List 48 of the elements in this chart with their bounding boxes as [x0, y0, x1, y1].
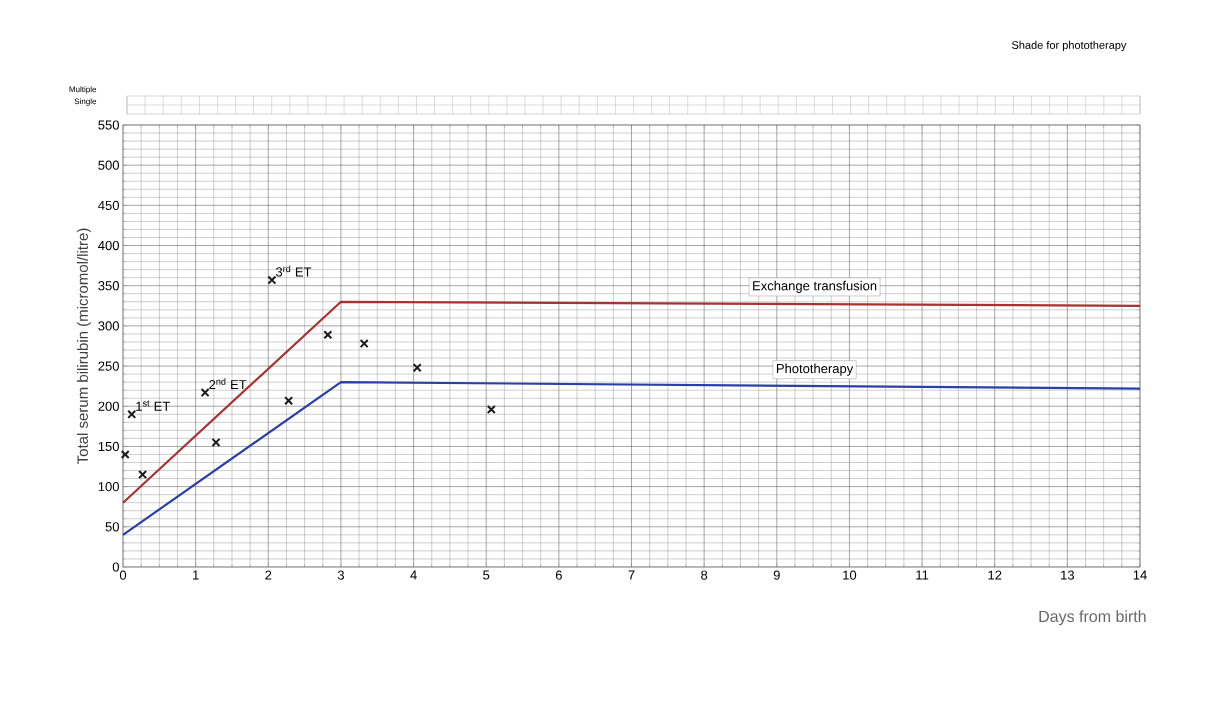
y-tick-label: 350	[98, 281, 119, 291]
x-tick-label: 10	[843, 570, 857, 580]
point	[138, 470, 148, 480]
point	[486, 404, 496, 415]
y-tick-label: 50	[105, 522, 119, 532]
point	[211, 437, 221, 447]
text: Single	[74, 98, 97, 106]
point	[323, 330, 333, 340]
point	[267, 275, 277, 285]
text: Shade for phototherapy	[1012, 40, 1127, 52]
x-tick-label: 14	[1133, 570, 1147, 580]
x-tick-label: 12	[988, 570, 1002, 580]
y-tick-label: 250	[98, 361, 119, 371]
point	[412, 363, 422, 373]
y-tick-label: 400	[98, 240, 119, 251]
point	[200, 388, 210, 398]
y-tick-label: 450	[98, 200, 119, 210]
x-tick-label: 13	[1061, 570, 1075, 580]
annotation: 1$^{st}$ ET	[136, 400, 170, 411]
y-tick-label: 300	[98, 321, 119, 331]
x-tick-label: 7	[628, 570, 635, 580]
annotation: 2$^{nd}$ ET	[209, 378, 247, 390]
series-label: Exchange transfusion	[753, 280, 877, 293]
x-tick-label: 4	[410, 570, 417, 580]
point	[359, 339, 369, 349]
x-tick-label: 6	[555, 570, 562, 580]
annotation: 3$^{rd}$ ET	[275, 265, 312, 277]
x-tick-label: 3	[337, 570, 344, 580]
y-tick-label: 500	[98, 160, 119, 170]
text: Multiple	[69, 86, 97, 94]
x-tick-label: 9	[773, 570, 780, 580]
y-axis-title: Total serum bilirubin (micromol/litre)	[76, 228, 91, 465]
x-axis-title: Days from birth	[1039, 610, 1146, 626]
y-tick-label: 100	[98, 482, 119, 492]
x-tick-label: 8	[701, 570, 708, 580]
x-tick-label: 1	[193, 570, 199, 580]
y-tick-label: 200	[98, 401, 119, 411]
x-tick-label: 5	[483, 570, 490, 580]
y-tick-label: 550	[98, 120, 119, 130]
point	[284, 396, 294, 406]
y-tick-label: 0	[112, 562, 119, 572]
x-tick-label: 0	[119, 570, 127, 580]
point	[120, 449, 130, 460]
series-label: Phototherapy	[776, 363, 854, 376]
point	[127, 409, 137, 419]
y-tick-label: 150	[98, 441, 119, 452]
x-tick-label: 11	[916, 570, 929, 580]
x-tick-label: 2	[265, 570, 272, 580]
